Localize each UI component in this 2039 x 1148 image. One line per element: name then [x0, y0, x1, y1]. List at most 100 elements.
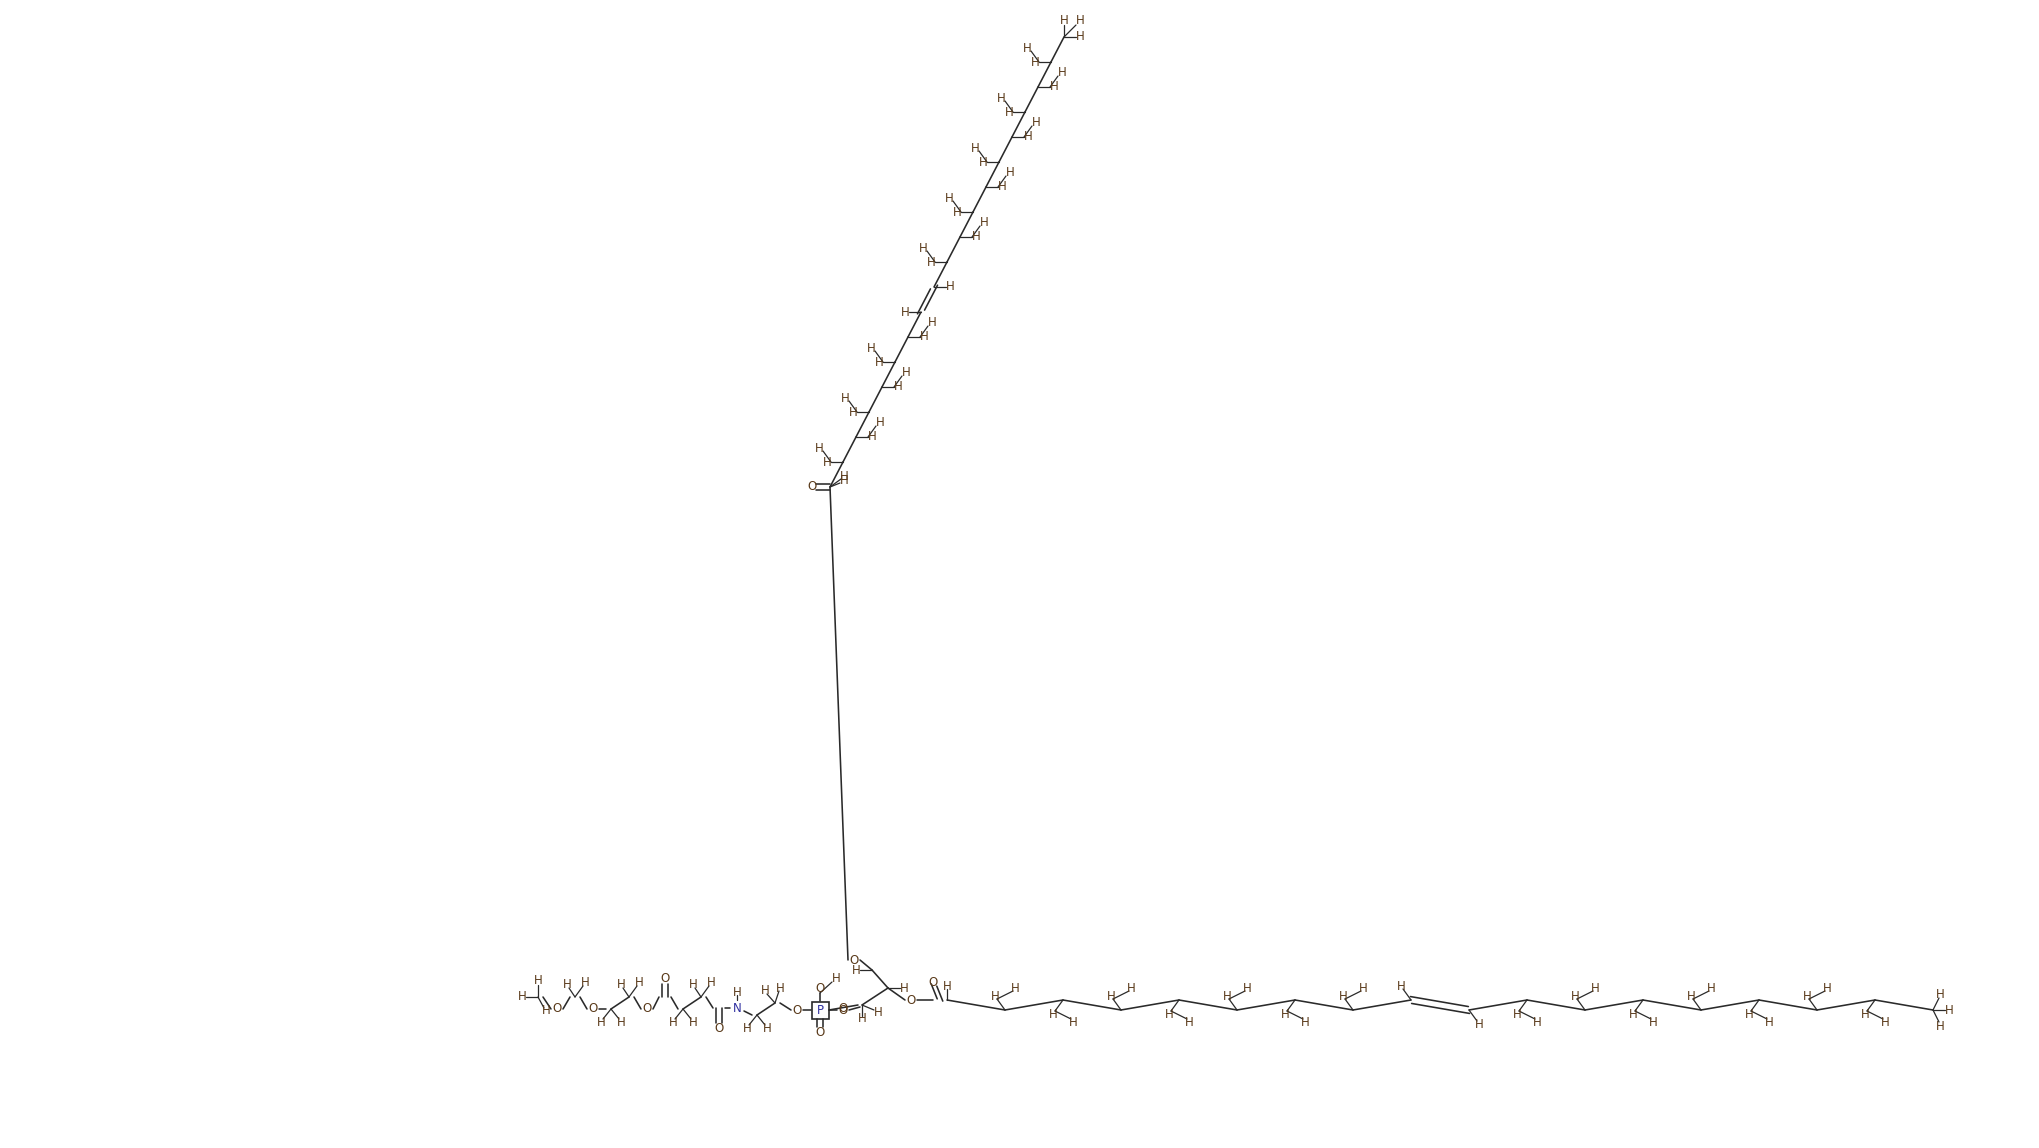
Text: H: H [689, 978, 697, 992]
Text: H: H [873, 1006, 883, 1018]
Text: H: H [542, 1004, 551, 1017]
Text: H: H [1590, 982, 1599, 994]
Text: H: H [1340, 990, 1348, 1002]
Text: H: H [840, 391, 850, 404]
Text: H: H [979, 217, 989, 230]
Text: H: H [616, 978, 626, 992]
Text: H: H [899, 982, 909, 994]
Text: H: H [840, 471, 848, 483]
Text: H: H [1358, 982, 1368, 994]
Text: H: H [1068, 1016, 1077, 1029]
Text: H: H [875, 417, 885, 429]
Text: H: H [1024, 41, 1032, 54]
Text: O: O [816, 1025, 824, 1039]
Text: O: O [816, 982, 824, 994]
Text: H: H [1107, 990, 1115, 1002]
Text: H: H [1030, 55, 1040, 69]
Text: H: H [901, 305, 909, 318]
Text: H: H [1533, 1016, 1541, 1029]
Text: H: H [1032, 116, 1040, 130]
Text: H: H [1862, 1008, 1870, 1021]
Text: H: H [944, 192, 954, 204]
Text: H: H [928, 317, 936, 329]
Text: H: H [1513, 1008, 1521, 1021]
Text: H: H [1686, 990, 1694, 1002]
Text: H: H [926, 256, 936, 269]
Text: H: H [840, 474, 848, 488]
Text: H: H [1745, 1008, 1754, 1021]
Text: H: H [832, 971, 840, 985]
Text: H: H [534, 975, 542, 987]
Text: H: H [946, 280, 954, 294]
Text: O: O [850, 954, 858, 967]
Text: O: O [907, 993, 916, 1007]
Text: H: H [942, 979, 952, 993]
Text: O: O [928, 976, 938, 988]
Text: H: H [997, 92, 1005, 104]
Text: H: H [1077, 15, 1085, 28]
Text: H: H [1024, 131, 1032, 144]
Text: H: H [1802, 990, 1811, 1002]
Text: H: H [1242, 982, 1252, 994]
Text: H: H [979, 155, 987, 169]
Text: H: H [1629, 1008, 1637, 1021]
Text: H: H [1650, 1016, 1658, 1029]
Text: H: H [742, 1022, 752, 1034]
Text: H: H [869, 430, 877, 443]
Text: H: H [1060, 15, 1068, 28]
Text: H: H [1935, 987, 1945, 1001]
Text: H: H [952, 205, 960, 218]
Text: H: H [669, 1016, 677, 1029]
Text: O: O [553, 1002, 561, 1016]
Text: H: H [634, 977, 644, 990]
Text: H: H [920, 241, 928, 255]
Text: H: H [1935, 1019, 1945, 1032]
Text: H: H [822, 456, 832, 468]
Text: H: H [518, 991, 526, 1003]
Text: H: H [1280, 1008, 1289, 1021]
Text: H: H [893, 380, 903, 394]
Text: H: H [1128, 982, 1136, 994]
Text: H: H [816, 442, 824, 455]
Text: H: H [581, 977, 589, 990]
Text: H: H [1048, 1008, 1058, 1021]
Text: H: H [1474, 1017, 1484, 1031]
Text: H: H [1005, 166, 1013, 179]
Text: H: H [708, 977, 716, 990]
Text: H: H [763, 1022, 771, 1034]
Text: H: H [920, 331, 928, 343]
Text: H: H [1570, 990, 1580, 1002]
Text: H: H [775, 982, 785, 994]
Text: O: O [838, 1003, 848, 1016]
Text: H: H [1185, 1016, 1193, 1029]
Text: H: H [971, 141, 979, 155]
Text: H: H [1005, 106, 1013, 118]
Text: H: H [1077, 31, 1085, 44]
Text: H: H [997, 180, 1007, 194]
Text: O: O [838, 1001, 848, 1015]
Text: H: H [1707, 982, 1715, 994]
Text: H: H [973, 231, 981, 243]
Text: H: H [1397, 979, 1405, 993]
Text: H: H [1301, 1016, 1309, 1029]
Text: O: O [589, 1002, 597, 1016]
Text: H: H [732, 985, 742, 999]
Text: P: P [816, 1003, 824, 1016]
Text: O: O [714, 1022, 724, 1034]
Text: H: H [1164, 1008, 1172, 1021]
Text: H: H [848, 405, 856, 419]
Text: H: H [1945, 1003, 1953, 1016]
Text: H: H [1011, 982, 1020, 994]
Text: H: H [761, 985, 769, 998]
Text: N: N [732, 1001, 742, 1015]
Text: H: H [689, 1016, 697, 1029]
Text: O: O [642, 1002, 652, 1016]
Text: H: H [1058, 67, 1066, 79]
Text: H: H [991, 990, 999, 1002]
Text: O: O [807, 481, 818, 494]
Text: O: O [793, 1003, 801, 1016]
Bar [812, 1001, 828, 1018]
Text: O: O [661, 972, 669, 985]
Text: H: H [597, 1016, 606, 1029]
Text: H: H [1823, 982, 1831, 994]
